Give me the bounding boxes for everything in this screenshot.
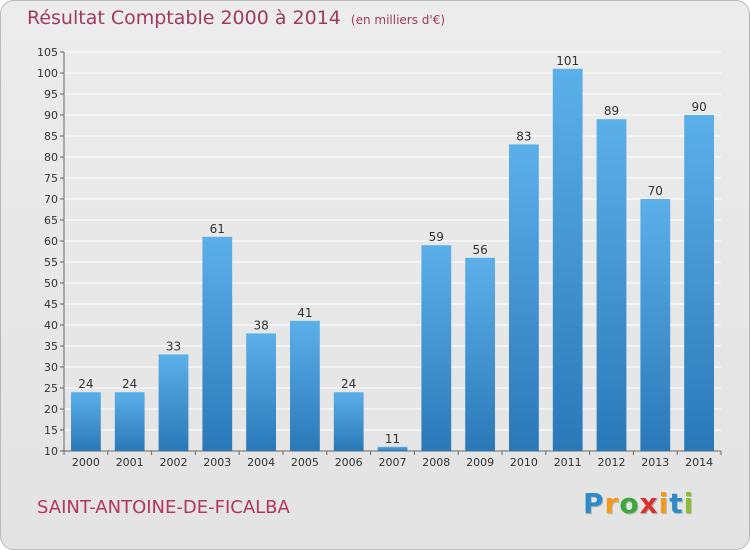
y-tick-label: 65 [44, 214, 58, 227]
data-label-2004: 38 [253, 318, 268, 332]
data-label-2009: 56 [472, 243, 487, 257]
data-label-2008: 59 [429, 230, 444, 244]
chart-title: Résultat Comptable 2000 à 2014 (en millie… [27, 7, 445, 29]
y-tick-label: 100 [37, 67, 58, 80]
x-tick-label-2008: 2008 [422, 456, 450, 469]
x-tick-label-2004: 2004 [247, 456, 275, 469]
data-label-2011: 101 [556, 54, 579, 68]
y-tick-label: 15 [44, 424, 58, 437]
bar-2005 [290, 320, 320, 451]
y-tick-label: 95 [44, 88, 58, 101]
logo-letter: P [583, 487, 605, 520]
bar-2012 [596, 119, 627, 451]
bar-2006 [333, 392, 364, 451]
logo-letter: o [619, 487, 640, 520]
data-label-2010: 83 [516, 129, 531, 143]
data-label-2003: 61 [210, 222, 225, 236]
y-tick-label: 75 [44, 172, 58, 185]
logo-letter: i [683, 487, 695, 520]
bar-2009 [465, 257, 495, 451]
x-tick-label-2005: 2005 [291, 456, 319, 469]
commune-name: SAINT-ANTOINE-DE-FICALBA [37, 497, 290, 518]
y-tick-label: 80 [44, 151, 58, 164]
logo-letter: r [604, 487, 620, 520]
data-label-2007: 11 [385, 432, 400, 446]
y-tick-label: 35 [44, 340, 58, 353]
bar-2014 [684, 115, 714, 451]
x-tick-label-2006: 2006 [335, 456, 363, 469]
logo-letter: t [669, 487, 684, 520]
bar-2013 [640, 199, 671, 451]
x-tick-label-2003: 2003 [203, 456, 231, 469]
y-tick-label: 85 [44, 130, 58, 143]
x-tick-label-2010: 2010 [510, 456, 538, 469]
y-tick-label: 60 [44, 235, 58, 248]
data-label-2012: 89 [604, 104, 619, 118]
data-label-2006: 24 [341, 377, 356, 391]
x-tick-label-2011: 2011 [554, 456, 582, 469]
x-tick-label-2009: 2009 [466, 456, 494, 469]
bar-2004 [246, 333, 276, 451]
y-tick-label: 25 [44, 382, 58, 395]
y-tick-label: 90 [44, 109, 58, 122]
chart-unit: (en milliers d'€) [350, 13, 446, 27]
x-tick-label-2013: 2013 [641, 456, 669, 469]
y-tick-label: 30 [44, 361, 58, 374]
data-label-2005: 41 [297, 306, 312, 320]
data-label-2014: 90 [691, 100, 706, 114]
y-tick-label: 40 [44, 319, 58, 332]
logo-letter: x [639, 487, 659, 520]
bar-2011 [552, 68, 583, 452]
data-label-2013: 70 [648, 184, 663, 198]
y-tick-label: 55 [44, 256, 58, 269]
y-tick-label: 105 [37, 46, 58, 59]
bar-2000 [71, 392, 101, 451]
data-label-2002: 33 [166, 339, 181, 353]
logo-letter: i [658, 487, 670, 520]
bar-2003 [202, 236, 233, 451]
y-tick-label: 10 [44, 445, 58, 458]
x-tick-label-2012: 2012 [598, 456, 626, 469]
x-tick-label-2000: 2000 [72, 456, 100, 469]
x-tick-label-2001: 2001 [116, 456, 144, 469]
y-tick-label: 70 [44, 193, 58, 206]
bar-2008 [421, 245, 452, 451]
bar-2001 [114, 392, 145, 451]
bar-2002 [158, 354, 189, 451]
data-label-2000: 24 [78, 377, 93, 391]
proxiti-logo: Proxiti [583, 487, 694, 520]
data-label-2001: 24 [122, 377, 137, 391]
chart-title-text: Résultat Comptable 2000 à 2014 [27, 7, 341, 29]
y-tick-label: 20 [44, 403, 58, 416]
bar-2010 [509, 144, 539, 451]
x-tick-label-2014: 2014 [685, 456, 713, 469]
y-tick-label: 45 [44, 298, 58, 311]
x-tick-label-2002: 2002 [160, 456, 188, 469]
y-tick-label: 50 [44, 277, 58, 290]
x-tick-label-2007: 2007 [379, 456, 407, 469]
bar-2007 [377, 446, 408, 451]
